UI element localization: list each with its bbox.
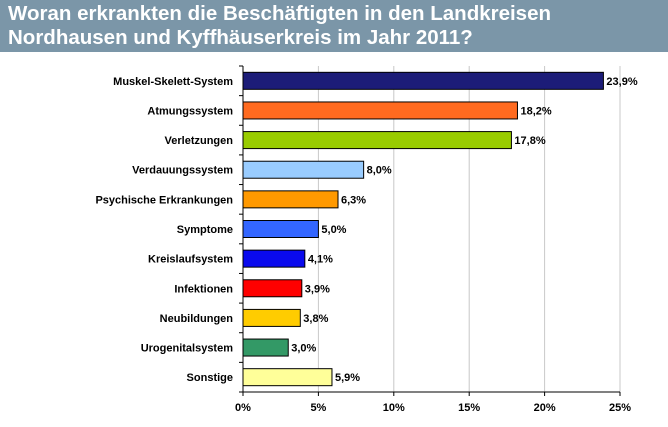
bar [242,338,289,357]
bar [242,101,518,120]
category-label: Kreislaufsystem [148,254,233,266]
data-label: 17,8% [514,135,545,147]
data-label: 6,3% [341,194,366,206]
bar [242,71,604,90]
data-label: 8,0% [367,165,392,177]
data-label: 3,9% [305,283,330,295]
category-label: Urogenitalsystem [141,343,234,355]
category-label: Atmungssystem [147,105,233,117]
category-label: Psychische Erkrankungen [95,194,233,206]
data-label: 3,8% [303,313,328,325]
data-label: 5,0% [321,224,346,236]
data-label: 3,0% [291,343,316,355]
x-tick-label: 25% [609,402,631,414]
category-label: Verdauungssystem [132,165,233,177]
x-tick-label: 10% [383,402,405,414]
data-label: 4,1% [308,254,333,266]
bar [242,249,306,268]
x-tick-label: 0% [235,402,251,414]
bar [242,368,333,387]
x-tick-label: 20% [534,402,556,414]
bar [242,131,512,150]
category-label: Verletzungen [165,135,234,147]
category-label: Infektionen [174,283,233,295]
data-label: 5,9% [335,372,360,384]
data-label: 18,2% [520,105,551,117]
category-label: Neubildungen [160,313,234,325]
bar [242,279,303,298]
category-label: Sonstige [187,372,233,384]
data-label: 23,9% [606,76,637,88]
chart-header: Woran erkrankten die Beschäftigten in de… [0,0,668,52]
category-label: Muskel-Skelett-System [113,76,233,88]
bar [242,220,319,238]
bar [242,160,365,179]
bar [242,308,301,327]
chart-title-line1: Woran erkrankten die Beschäftigten in de… [8,2,552,25]
bar [242,190,339,209]
x-tick-label: 15% [458,402,480,414]
category-label: Symptome [177,224,233,236]
x-tick-label: 5% [310,402,326,414]
chart-title-line2: Nordhausen und Kyffhäuserkreis im Jahr 2… [8,26,473,49]
